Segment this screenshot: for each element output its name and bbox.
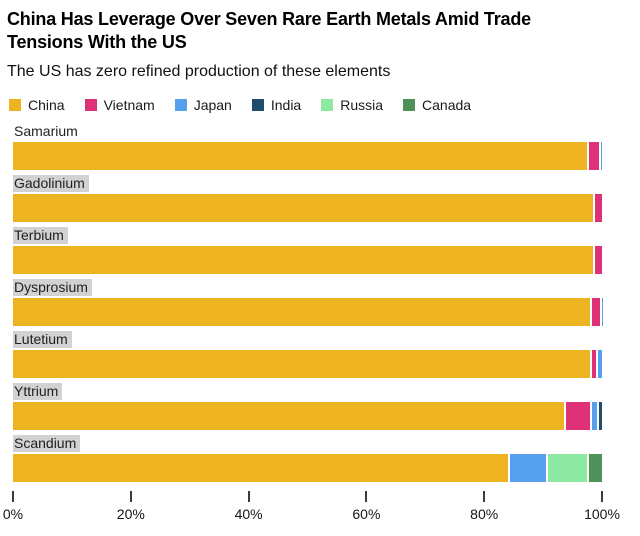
stacked-bar <box>13 142 603 171</box>
bar-segment-canada <box>587 454 602 483</box>
bar-row-lutetium: Lutetium <box>13 331 630 383</box>
bar-row-gadolinium: Gadolinium <box>13 175 630 227</box>
axis-tick-label: 20% <box>116 506 145 523</box>
axis-tick <box>483 491 486 503</box>
legend-label: Japan <box>193 97 232 114</box>
axis-tick-label: 40% <box>234 506 263 523</box>
bar-segment-vietnam <box>590 350 597 379</box>
legend-swatch-india <box>251 99 264 112</box>
bar-segment-russia <box>546 454 588 483</box>
bar-segment-japan <box>507 454 547 483</box>
axis-tick <box>247 491 250 503</box>
stacked-bar <box>13 454 602 483</box>
stacked-bar <box>13 350 602 379</box>
legend-item-china: China <box>9 97 65 113</box>
bar-segment-india <box>597 402 602 431</box>
axis-tick <box>365 491 368 503</box>
bar-segment-japan <box>596 350 602 379</box>
axis-tick <box>129 491 132 503</box>
legend: China Vietnam Japan India Russia Canada <box>9 97 630 113</box>
legend-swatch-russia <box>321 99 334 112</box>
bar-row-samarium: Samarium <box>13 123 630 175</box>
legend-item-india: India <box>251 97 302 114</box>
bar-segment-vietnam <box>593 194 602 223</box>
bar-segment-vietnam <box>593 246 602 275</box>
bar-segment-japan <box>590 402 598 431</box>
bar-row-terbium: Terbium <box>13 227 630 279</box>
bar-label: Lutetium <box>13 331 72 349</box>
bar-segment-china <box>13 298 591 327</box>
bar-row-scandium: Scandium <box>13 435 630 487</box>
legend-label: India <box>270 97 302 114</box>
bar-label: Samarium <box>14 123 78 140</box>
bar-label: Gadolinium <box>13 175 89 193</box>
chart-subtitle: The US has zero refined production of th… <box>7 63 391 81</box>
bar-row-yttrium: Yttrium <box>13 383 630 435</box>
legend-label: China <box>28 97 65 114</box>
legend-label: Vietnam <box>103 97 155 114</box>
stacked-bar-chart: Samarium Gadolinium Terbium Dysprosium Lutet… <box>13 123 630 487</box>
bar-segment-china <box>13 142 588 171</box>
bar-label: Yttrium <box>13 383 63 401</box>
bar-row-dysprosium: Dysprosium <box>13 279 630 331</box>
bar-segment-china <box>13 350 591 379</box>
legend-item-canada: Canada <box>403 97 471 113</box>
stacked-bar <box>13 402 602 431</box>
axis-tick-label: 0% <box>2 506 24 523</box>
chart-title: China Has Leverage Over Seven Rare Earth… <box>7 9 531 53</box>
bar-segment-china <box>13 194 594 223</box>
axis-tick-label: 100% <box>584 506 620 523</box>
x-axis: 0% 20% 40% 60% 80% 100% <box>3 491 620 527</box>
legend-swatch-vietnam <box>84 99 97 112</box>
stacked-bar <box>13 246 602 275</box>
legend-swatch-japan <box>174 99 187 112</box>
stacked-bar <box>13 298 603 327</box>
bar-segment-china <box>13 454 508 483</box>
bar-segment-vietnam <box>587 142 600 171</box>
bar-label: Scandium <box>13 435 81 453</box>
bar-segment-china <box>13 402 564 431</box>
axis-tick <box>601 491 603 503</box>
bar-segment-vietnam <box>590 298 600 327</box>
bar-segment-japan <box>599 298 603 327</box>
legend-item-russia: Russia <box>321 97 383 113</box>
legend-item-vietnam: Vietnam <box>84 97 155 114</box>
stacked-bar <box>13 194 602 223</box>
legend-swatch-canada <box>403 99 416 112</box>
bar-label: Dysprosium <box>13 279 92 297</box>
axis-tick-label: 60% <box>352 506 381 523</box>
bar-segment-japan <box>599 142 603 171</box>
legend-label: Russia <box>340 97 384 114</box>
axis-tick-label: 80% <box>470 506 499 523</box>
legend-swatch-china <box>9 99 21 112</box>
legend-item-japan: Japan <box>174 97 232 114</box>
axis-tick <box>12 491 14 503</box>
bar-segment-china <box>13 246 594 275</box>
bar-segment-vietnam <box>563 402 591 431</box>
legend-label: Canada <box>422 97 472 114</box>
bar-label: Terbium <box>13 227 68 245</box>
